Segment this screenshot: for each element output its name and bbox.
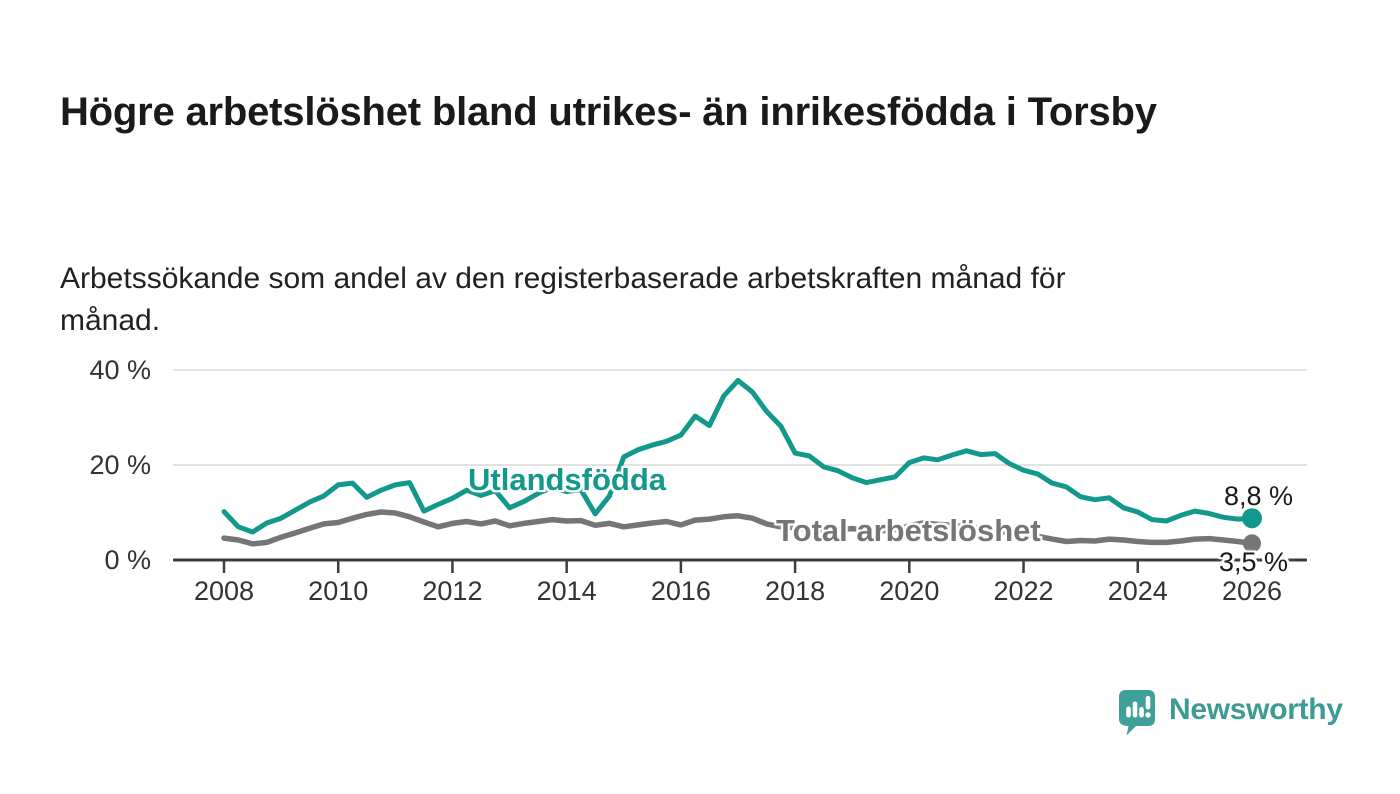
page-title: Högre arbetslöshet bland utrikes- än inr… [60,89,1157,134]
x-axis-tick-label: 2014 [537,576,597,606]
newsworthy-logo-text: Newsworthy [1169,693,1343,726]
end-value-utlandsfodda: 8,8 % [1224,481,1294,511]
x-axis-tick-label: 2008 [194,576,254,606]
newsworthy-logo: Newsworthy [1117,688,1343,738]
x-axis-tick-label: 2020 [879,576,939,606]
series-line-utlandsfodda [221,378,1255,535]
x-axis-tick-label: 2016 [651,576,711,606]
x-axis-tick-label: 2022 [994,576,1054,606]
series-label-utlandsfodda: Utlandsfödda [468,462,667,497]
x-axis-tick-label: 2026 [1222,576,1282,606]
x-axis-tick-label: 2012 [422,576,482,606]
x-axis-tick-label: 2024 [1108,576,1168,606]
series-label-total-arbetsloshet: Total arbetslöshet [776,513,1041,548]
x-axis-tick-label: 2010 [308,576,368,606]
series-line-total-arbetsloshet [221,509,1255,547]
end-value-total-arbetsloshet: 3,5 % [1219,547,1289,577]
newsworthy-speech-bubble-chart-icon [1119,690,1155,736]
x-axis-tick-label: 2018 [765,576,825,606]
chart-subtitle: Arbetssökande som andel av den registerb… [60,262,1066,337]
y-axis-tick-label: 20 % [89,450,151,480]
y-axis-tick-label: 40 % [89,355,151,385]
y-axis-tick-label: 0 % [104,545,151,575]
